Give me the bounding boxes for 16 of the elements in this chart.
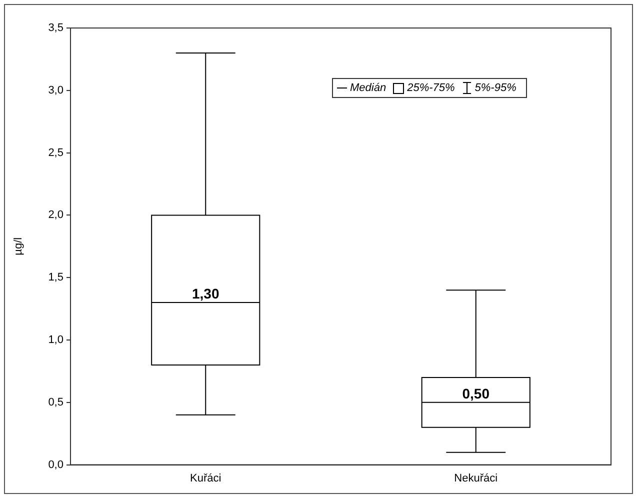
y-tick-label: 0,5 [48,396,64,408]
annotation: 5%-95% [474,82,516,94]
annotation: 1,30 [192,285,220,302]
y-tick-label: 3,5 [48,22,64,34]
y-tick-label: 1,0 [48,334,64,346]
annotation: 25%-75% [407,82,455,94]
y-tick-label: 0,0 [48,458,64,471]
y-tick-label: 3,0 [48,84,64,96]
annotation: 0,50 [462,385,490,402]
y-tick-label: 1,5 [48,272,64,284]
annotation: Medián [350,82,386,94]
y-axis-title: µg/l [12,237,25,256]
x-tick-label: Kuřáci [190,472,222,484]
y-tick-label: 2,5 [48,146,64,159]
x-tick-label: Nekuřáci [454,472,498,484]
y-tick-label: 2,0 [48,209,64,222]
